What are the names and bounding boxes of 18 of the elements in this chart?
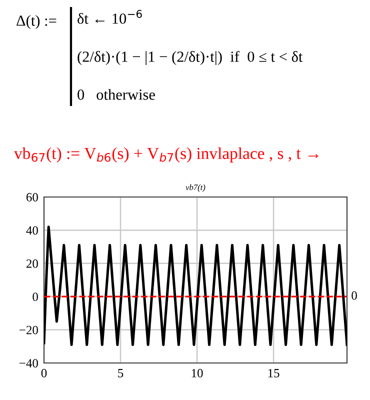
y-tick-label: 60	[26, 193, 38, 202]
chart-title: vb7(t)	[186, 184, 206, 192]
x-tick-label: 5	[118, 369, 124, 378]
text: δt ← 10$^{−6}$	[78, 10, 142, 24]
y-tick-label: −40	[20, 359, 38, 368]
line-series	[44, 226, 347, 346]
ref-line-label: 0	[352, 291, 357, 300]
x-tick-label: 10	[192, 368, 203, 378]
y-tick-label: −20	[20, 326, 38, 334]
y-tick-label: 0	[32, 292, 38, 302]
x-tick-label: 15	[268, 368, 280, 378]
text: 0 otherwise	[78, 89, 155, 100]
text: Δ(t) :=	[16, 15, 56, 29]
text: vb$_{67}$(t) := V$_{b6}$(s) + V$_{b7}$(s) invlaplace , s , t →	[14, 147, 318, 162]
y-tick-label: 20	[26, 259, 38, 268]
x-tick-label: 0	[41, 368, 47, 378]
y-tick-label: 40	[26, 226, 38, 235]
text: (2/δt)·(1 − |1 − (2/δt)·t|) if 0 ≤ t < δt	[78, 50, 303, 66]
